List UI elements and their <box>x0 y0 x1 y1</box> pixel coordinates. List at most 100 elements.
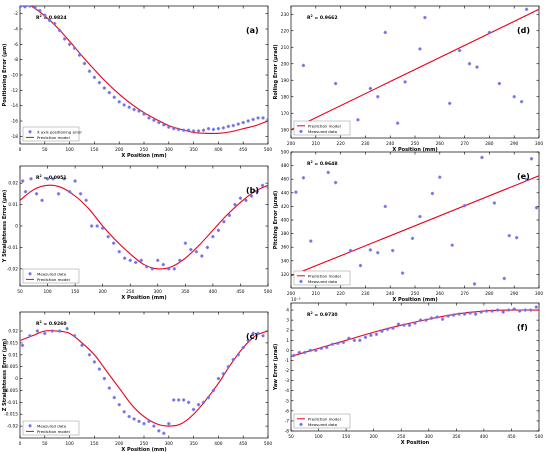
measured-point <box>518 309 522 313</box>
x-tick-label: 350 <box>181 289 189 295</box>
r-squared-label: R2 = 0.0951 <box>36 174 67 181</box>
measured-point <box>89 224 94 228</box>
measured-point <box>347 336 351 340</box>
x-tick-label: 400 <box>214 147 222 153</box>
measured-point <box>172 398 176 402</box>
measured-point <box>256 331 260 336</box>
r-squared-label: R2 = 0.9730 <box>307 311 338 318</box>
x-tick-label: 350 <box>189 441 197 447</box>
measured-point <box>534 206 539 210</box>
r-squared-label: R2 = 0.9662 <box>307 14 338 21</box>
measured-point <box>156 258 160 262</box>
measured-point <box>102 376 107 381</box>
measured-point <box>221 126 226 130</box>
panel-label: (a) <box>246 26 259 35</box>
measured-point <box>448 101 452 106</box>
measured-point <box>309 239 313 243</box>
measured-point <box>181 398 186 402</box>
measured-point <box>261 334 265 338</box>
measured-point <box>352 338 357 342</box>
y-tick-label: 0.02 <box>8 329 18 335</box>
x-tick-label: 500 <box>264 441 272 447</box>
measured-point <box>92 360 97 364</box>
x-tick-label: 270 <box>460 291 468 297</box>
panel-label: (e) <box>517 172 530 181</box>
y-tick-label: 440 <box>281 190 289 196</box>
y-tick-label: -4 <box>285 388 290 394</box>
legend-entry-label: Prediction model <box>37 277 70 282</box>
measured-point <box>529 308 533 312</box>
measured-point <box>167 422 171 426</box>
measured-point <box>383 204 387 209</box>
plot-data <box>291 155 539 286</box>
measured-point <box>418 214 422 219</box>
y-tick-label: 0 <box>15 224 18 230</box>
measured-point <box>57 28 62 33</box>
legend-entry-label: Measured data <box>37 423 67 428</box>
measured-point <box>200 254 204 258</box>
x-tick-label: 280 <box>485 141 493 147</box>
x-tick-label: 250 <box>397 434 405 440</box>
measured-point <box>117 100 121 104</box>
measured-point <box>363 335 368 339</box>
panel-label: (d) <box>517 26 530 35</box>
x-tick-label: 350 <box>189 147 197 153</box>
measured-point <box>157 120 161 125</box>
y-tick-label: 230 <box>281 12 289 18</box>
y-tick-label: 160 <box>281 127 289 133</box>
y-tick-label: -1 <box>285 358 290 364</box>
measured-point <box>205 245 210 250</box>
measured-point <box>451 313 456 317</box>
measured-point <box>189 247 193 252</box>
measured-point <box>495 308 500 312</box>
measured-point <box>20 343 25 347</box>
x-tick-label: 100 <box>65 441 73 447</box>
measured-point <box>43 331 47 336</box>
measured-point <box>28 6 32 8</box>
measured-point <box>65 326 69 331</box>
measured-point <box>231 123 235 128</box>
measured-point <box>249 194 254 198</box>
measured-point <box>303 350 307 355</box>
x-tick-label: 210 <box>312 141 320 147</box>
measured-point <box>45 177 50 181</box>
x-tick-label: 300 <box>535 141 543 147</box>
measured-point <box>523 308 527 312</box>
measured-point <box>356 118 360 122</box>
measured-point <box>196 403 201 407</box>
measured-point <box>462 204 467 208</box>
y-tick-label: 0.015 <box>6 340 19 346</box>
y-tick-label: -8 <box>14 57 19 63</box>
y-tick-label: 170 <box>281 111 289 117</box>
measured-point <box>467 62 472 66</box>
y-tick-label: -0.01 <box>7 245 18 251</box>
measured-point <box>50 329 54 333</box>
measured-point <box>492 201 497 205</box>
x-tick-label: 100 <box>314 434 322 440</box>
measured-point <box>395 121 400 125</box>
x-tick-label: 400 <box>480 434 488 440</box>
panel-a: 0 50 100 150 200 250 300 350 400 450 500 -18 -16 -14 -… <box>2 5 272 159</box>
measured-point <box>246 338 250 343</box>
measured-point <box>20 6 22 9</box>
measured-point <box>369 333 373 337</box>
x-axis-label: X Position (mm) <box>121 447 166 452</box>
y-axis-label: Positioning Error (µm) <box>2 44 8 107</box>
legend-box <box>22 268 80 284</box>
prediction-model-line <box>291 175 539 277</box>
measured-point <box>241 345 245 350</box>
measured-point <box>186 400 191 405</box>
panel-e: 200 210 220 230 240 250 260 270 280 290 300 320 340 3… <box>273 150 543 304</box>
measured-point <box>206 395 211 400</box>
measured-point <box>132 417 136 421</box>
plot-data <box>20 326 268 435</box>
measured-point <box>435 315 439 319</box>
measured-point <box>326 170 330 175</box>
measured-point <box>438 175 442 179</box>
y-tick-label: 190 <box>281 78 289 84</box>
y-axis-label: Y Straightness Error (µm) <box>2 190 8 264</box>
x-tick-label: 50 <box>42 441 48 447</box>
measured-point <box>62 177 66 181</box>
measured-point <box>423 15 427 20</box>
